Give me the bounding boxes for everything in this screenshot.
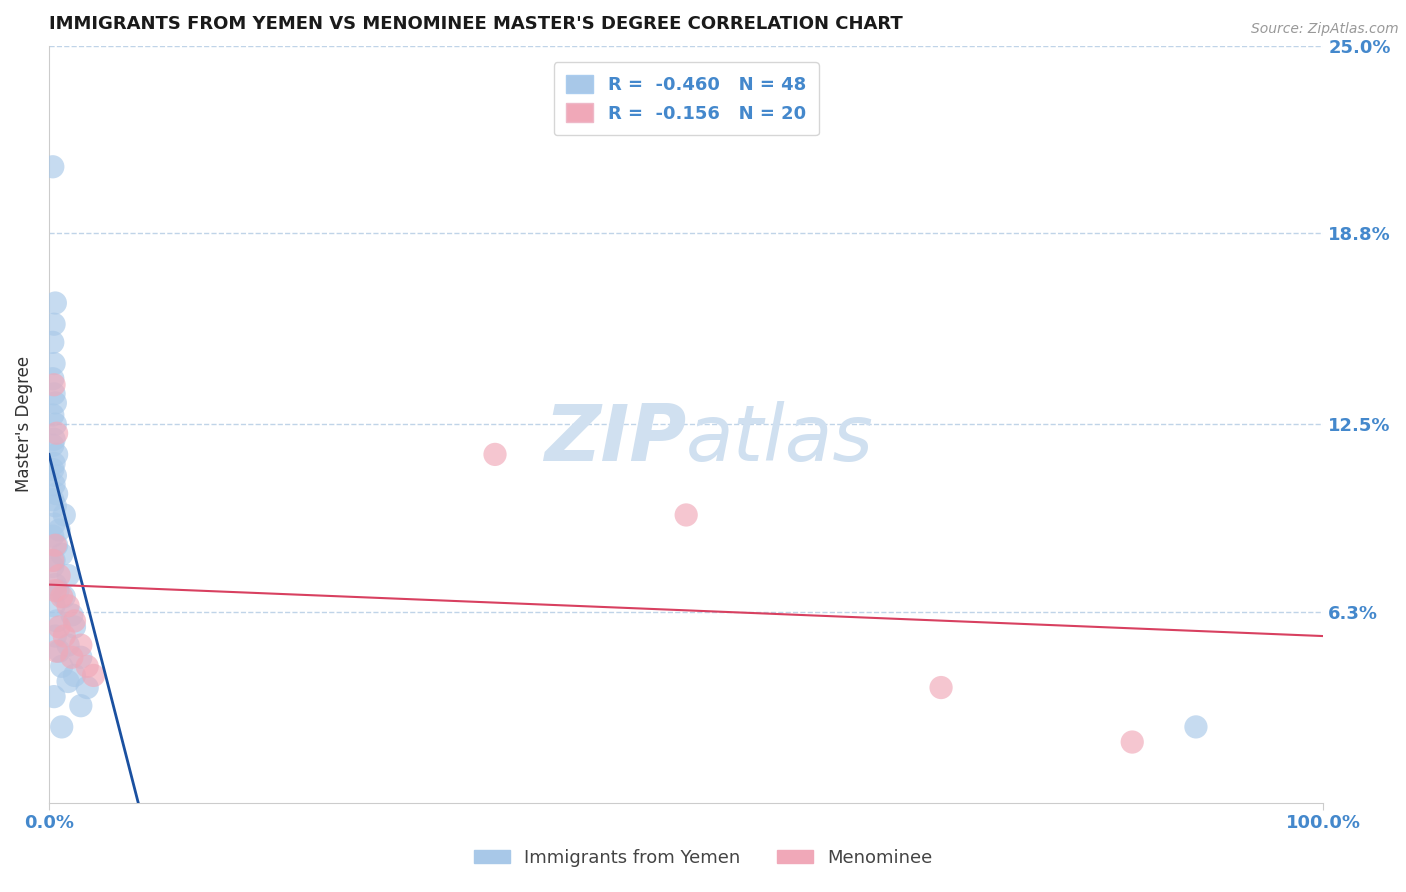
Point [44, 468, 66, 483]
Point [44, 577, 66, 591]
Point [51, 720, 73, 734]
Point [42, 357, 65, 371]
Point [42, 462, 65, 476]
Point [53, 508, 76, 522]
Text: atlas: atlas [686, 401, 875, 477]
Point [45, 487, 67, 501]
Legend: R =  -0.460   N = 48, R =  -0.156   N = 20: R = -0.460 N = 48, R = -0.156 N = 20 [554, 62, 818, 136]
Point [42, 457, 65, 471]
Point [45, 447, 67, 461]
Point [44, 396, 66, 410]
Legend: Immigrants from Yemen, Menominee: Immigrants from Yemen, Menominee [467, 842, 939, 874]
Point [44, 538, 66, 552]
Text: Source: ZipAtlas.com: Source: ZipAtlas.com [1251, 22, 1399, 37]
Point [42, 387, 65, 401]
Point [51, 547, 73, 561]
Point [45, 614, 67, 628]
Text: ZIP: ZIP [544, 401, 686, 477]
Point [45, 538, 67, 552]
Point [42, 160, 65, 174]
Point [60, 650, 83, 665]
Point [48, 644, 70, 658]
Point [48, 523, 70, 537]
Point [44, 296, 66, 310]
Point [42, 599, 65, 613]
Point [45, 426, 67, 441]
Point [45, 644, 67, 658]
Point [56, 674, 79, 689]
Point [53, 590, 76, 604]
Point [42, 438, 65, 452]
Point [83, 668, 105, 682]
Point [44, 417, 66, 431]
Point [56, 638, 79, 652]
Point [484, 447, 506, 461]
Point [42, 432, 65, 446]
Point [69, 698, 91, 713]
Point [69, 638, 91, 652]
Point [46, 583, 69, 598]
Point [76, 681, 98, 695]
Point [76, 659, 98, 673]
Point [48, 568, 70, 582]
Point [1185, 720, 1208, 734]
Point [56, 599, 79, 613]
Point [42, 553, 65, 567]
Point [44, 583, 66, 598]
Point [675, 508, 697, 522]
Point [53, 629, 76, 643]
Point [42, 408, 65, 422]
Point [60, 607, 83, 622]
Text: IMMIGRANTS FROM YEMEN VS MENOMINEE MASTER'S DEGREE CORRELATION CHART: IMMIGRANTS FROM YEMEN VS MENOMINEE MASTE… [49, 15, 903, 33]
Point [929, 681, 952, 695]
Point [42, 477, 65, 491]
Point [51, 590, 73, 604]
Point [42, 372, 65, 386]
Point [48, 620, 70, 634]
Point [1121, 735, 1143, 749]
Point [42, 377, 65, 392]
Point [63, 614, 86, 628]
Point [63, 620, 86, 634]
Y-axis label: Master's Degree: Master's Degree [15, 356, 32, 492]
Point [63, 668, 86, 682]
Point [51, 659, 73, 673]
Point [42, 516, 65, 531]
Point [42, 529, 65, 543]
Point [56, 568, 79, 582]
Point [44, 499, 66, 513]
Point [42, 335, 65, 350]
Point [42, 690, 65, 704]
Point [42, 553, 65, 567]
Point [42, 317, 65, 331]
Point [44, 629, 66, 643]
Point [69, 650, 91, 665]
Point [42, 559, 65, 574]
Point [42, 492, 65, 507]
